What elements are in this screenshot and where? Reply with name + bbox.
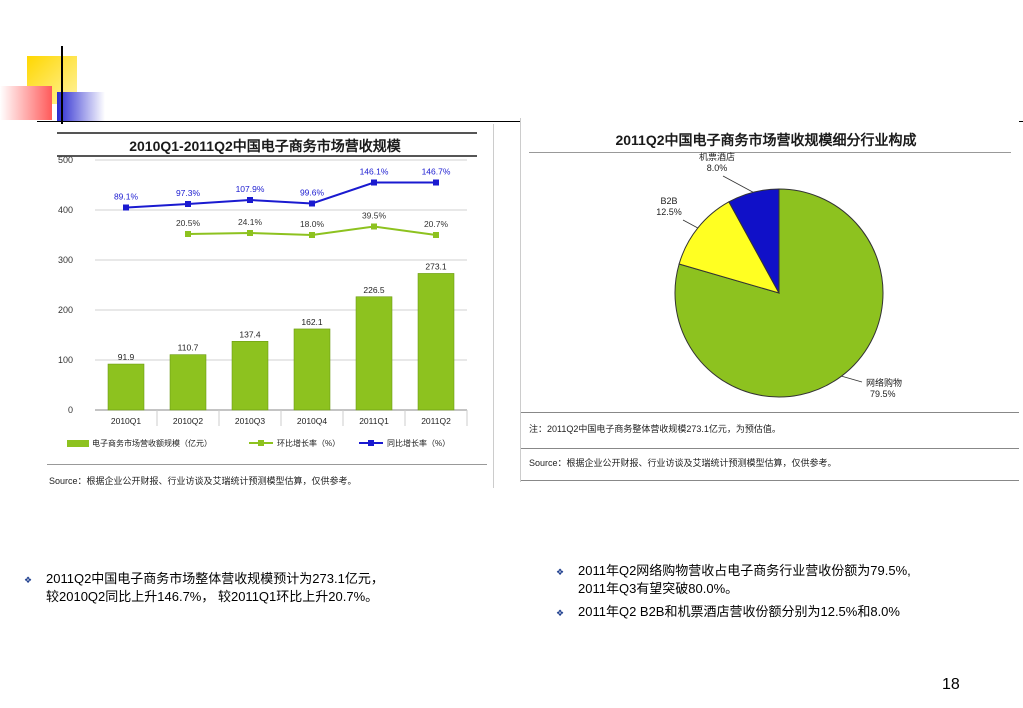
deco-blue-square (57, 92, 105, 122)
bar (355, 296, 393, 411)
yoy-growth-label: 146.7% (422, 167, 451, 177)
legend-label: 电子商务市场营收额规模（亿元） (92, 438, 212, 448)
yoy-growth-point (371, 179, 377, 186)
x-tick-label: 2011Q1 (359, 416, 389, 426)
pie-slice-label: 网络购物 (866, 377, 902, 388)
right-chart-title: 2011Q2中国电子商务市场营收规模细分行业构成 (615, 132, 917, 148)
legend-swatch-marker (368, 440, 374, 446)
y-tick-label: 100 (58, 355, 73, 365)
left-title-rule-bottom (57, 155, 477, 157)
qoq-growth-point (247, 230, 253, 236)
y-tick-label: 500 (58, 155, 73, 165)
qoq-growth-label: 20.5% (176, 218, 201, 228)
x-tick-label: 2010Q4 (297, 416, 328, 426)
left-bullet-line1: 2011Q2中国电子商务市场整体营收规模预计为273.1亿元， (46, 571, 384, 586)
left-bullet-item: ❖ 2011Q2中国电子商务市场整体营收规模预计为273.1亿元， 较2010Q… (24, 570, 466, 606)
pie-slice-value: 79.5% (870, 389, 896, 399)
qoq-growth-point (185, 231, 191, 237)
bar-value-label: 226.5 (363, 285, 385, 295)
legend-swatch-marker (258, 440, 264, 446)
deco-vertical-line (61, 46, 63, 132)
pie-slice-value: 12.5% (656, 207, 682, 217)
y-tick-label: 300 (58, 255, 73, 265)
bar (417, 273, 455, 411)
left-title-rule-top (57, 132, 477, 134)
qoq-growth-label: 39.5% (362, 211, 387, 221)
yoy-growth-point (247, 197, 253, 203)
right-bullet-1-line1: 2011年Q2网络购物营收占电子商务行业营收份额为79.5%, (578, 563, 911, 578)
bar (231, 341, 269, 411)
yoy-growth-line (125, 181, 436, 209)
right-chart-source: Source：根据企业公开财报、行业访谈及艾瑞统计预测模型估算，仅供参考。 (529, 458, 837, 468)
legend-label: 环比增长率（%） (277, 438, 340, 448)
bar-value-label: 273.1 (425, 261, 447, 271)
right-note-rule-top (521, 412, 1019, 413)
diamond-bullet-icon: ❖ (24, 575, 33, 585)
legend-swatch-bar (67, 440, 89, 447)
qoq-growth-point (433, 232, 439, 238)
pie-leader-line (841, 375, 863, 383)
qoq-growth-label: 20.7% (424, 219, 449, 229)
yoy-growth-label: 107.9% (236, 184, 265, 194)
x-tick-label: 2010Q2 (173, 416, 204, 426)
pie-slice (728, 188, 780, 294)
yoy-growth-label: 97.3% (176, 188, 201, 198)
yoy-growth-label: 89.1% (114, 192, 139, 202)
legend-label: 同比增长率（%） (387, 438, 450, 448)
left-chart-title: 2010Q1-2011Q2中国电子商务市场营收规模 (129, 138, 401, 154)
x-tick-label: 2011Q2 (421, 416, 451, 426)
qoq-growth-point (371, 223, 377, 230)
right-bullet-1-line2: 2011年Q3有望突破80.0%。 (578, 581, 739, 596)
right-bullet-item-2: ❖ 2011年Q2 B2B和机票酒店营收份额分别为12.5%和8.0% (556, 603, 1008, 621)
yoy-growth-label: 146.1% (360, 167, 389, 177)
diamond-bullet-icon: ❖ (556, 567, 565, 577)
pie-slice-label: B2B (660, 196, 677, 206)
right-bullet-item-1: ❖ 2011年Q2网络购物营收占电子商务行业营收份额为79.5%, 2011年Q… (556, 562, 1008, 598)
x-tick-label: 2010Q1 (111, 416, 142, 426)
right-chart-note: 注：2011Q2中国电子商务整体营收规模273.1亿元，为预估值。 (529, 424, 781, 434)
pie-leader-line (722, 175, 754, 193)
diamond-bullet-icon: ❖ (556, 608, 565, 618)
right-title-rule (529, 152, 1011, 153)
left-bullet-line2: 较2010Q2同比上升146.7%， 较2011Q1环比上升20.7%。 (46, 589, 379, 604)
left-chart-panel: 2010Q1-2011Q2中国电子商务市场营收规模 0 100 200 300 400 5… (37, 124, 494, 488)
pie-slice-value: 8.0% (707, 163, 728, 173)
yoy-growth-point (185, 201, 191, 207)
right-note-rule-bottom (521, 448, 1019, 449)
yoy-growth-point (309, 200, 315, 207)
right-bullet-2-line1: 2011年Q2 B2B和机票酒店营收份额分别为12.5%和8.0% (578, 604, 900, 619)
yoy-growth-point (433, 179, 439, 186)
qoq-growth-label: 18.0% (300, 219, 325, 229)
page-number: 18 (942, 676, 960, 693)
x-tick-label: 2010Q3 (235, 416, 266, 426)
left-source-rule (47, 464, 487, 465)
left-chart-svg: 0 100 200 300 400 500 91.9 2010Q1 110.7 2010Q2 137… (58, 155, 468, 448)
pie-slice-label: 机票酒店 (699, 151, 735, 162)
right-chart-panel: 2011Q2中国电子商务市场营收规模细分行业构成 网络购物 79.5% B2B 12.… (520, 118, 1019, 482)
left-chart-source: Source：根据企业公开财报、行业访谈及艾瑞统计预测模型估算，仅供参考。 (49, 476, 357, 486)
qoq-growth-label: 24.1% (238, 217, 263, 227)
bar-value-label: 110.7 (178, 343, 199, 353)
y-tick-label: 200 (58, 305, 73, 315)
yoy-growth-point (123, 204, 129, 211)
deco-red-square (0, 86, 52, 120)
yoy-growth-label: 99.6% (300, 188, 325, 198)
bar (107, 363, 145, 411)
bar-value-label: 162.1 (301, 317, 323, 327)
pie-leader-line (682, 219, 699, 229)
right-source-rule (521, 480, 1019, 481)
bar (169, 354, 207, 411)
y-tick-label: 0 (68, 405, 73, 415)
y-tick-label: 400 (58, 205, 73, 215)
bar-value-label: 137.4 (239, 329, 261, 339)
qoq-growth-point (309, 232, 315, 238)
bar (293, 328, 331, 411)
bar-value-label: 91.9 (118, 352, 135, 362)
